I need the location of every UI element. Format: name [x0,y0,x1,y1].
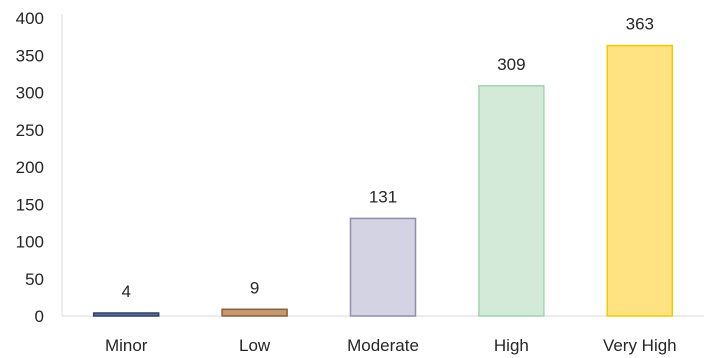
data-labels: 4 9 131 309 363 [121,15,654,301]
data-label: 9 [250,278,259,297]
data-label: 4 [121,282,130,301]
bar [478,85,545,317]
y-tick-label: 350 [16,46,44,65]
bars [92,44,674,317]
y-tick-label: 50 [25,270,44,289]
x-tick-label: Moderate [347,336,419,355]
data-label: 363 [626,15,654,34]
y-tick-label: 250 [16,121,44,140]
data-label: 309 [497,55,525,74]
bar [606,44,674,317]
x-tick-label: Very High [603,336,677,355]
y-tick-label: 300 [16,84,44,103]
data-label: 131 [369,187,397,206]
x-tick-label: Low [239,336,271,355]
x-tick-label: High [494,336,529,355]
y-tick-label: 0 [35,307,44,326]
bar [349,217,417,317]
bar [92,312,160,317]
y-tick-label: 200 [16,158,44,177]
bar [221,308,288,317]
y-tick-label: 150 [16,195,44,214]
y-axis: 0 50 100 150 200 250 300 350 400 [16,9,63,326]
x-axis: Minor Low Moderate High Very High [62,315,704,355]
x-tick-label: Minor [105,336,148,355]
y-tick-label: 400 [16,9,44,28]
y-tick-label: 100 [16,233,44,252]
